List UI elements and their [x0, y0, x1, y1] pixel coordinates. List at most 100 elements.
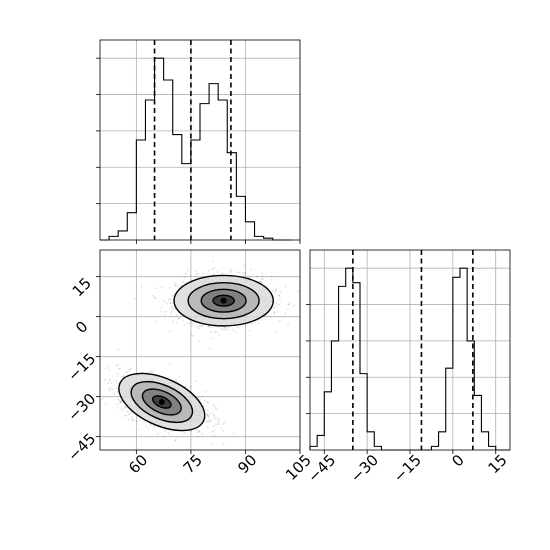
scatter-point: [217, 423, 219, 426]
scatter-point: [218, 334, 221, 336]
scatter-point: [230, 270, 233, 273]
scatter-point: [107, 382, 110, 385]
scatter-point: [207, 402, 209, 404]
marginal-y-quantiles: [352, 250, 474, 450]
scatter-point: [131, 419, 134, 421]
scatter-point: [163, 436, 165, 438]
scatter-point: [147, 427, 150, 430]
scatter-point: [212, 404, 215, 407]
joint-density-contours: [118, 274, 274, 432]
scatter-point: [120, 409, 123, 412]
scatter-point: [261, 272, 264, 274]
joint-panel: 60 75 90 105 150−15−30−45: [64, 249, 315, 484]
scatter-point: [169, 302, 172, 304]
scatter-point: [122, 375, 125, 378]
scatter-point: [97, 373, 99, 375]
y-tick-label: −15: [64, 350, 99, 385]
scatter-point: [279, 291, 282, 294]
scatter-point: [131, 416, 134, 419]
scatter-point: [212, 424, 215, 427]
scatter-point: [276, 311, 279, 313]
scatter-point: [126, 371, 128, 374]
scatter-point: [189, 385, 192, 388]
scatter-point: [169, 298, 172, 300]
scatter-point: [207, 269, 210, 272]
scatter-point: [207, 409, 209, 412]
scatter-point: [190, 321, 193, 324]
scatter-point: [206, 414, 209, 417]
y-tick-label: 15: [69, 274, 95, 300]
scatter-point: [215, 423, 218, 426]
scatter-point: [103, 379, 106, 381]
scatter-point: [175, 283, 177, 285]
scatter-point: [204, 399, 206, 402]
scatter-point: [108, 380, 111, 382]
scatter-point: [201, 396, 203, 398]
scatter-point: [209, 348, 212, 350]
scatter-point: [286, 308, 289, 311]
scatter-point: [183, 324, 186, 327]
scatter-point: [170, 305, 172, 308]
scatter-point: [170, 311, 173, 314]
scatter-point: [274, 289, 277, 292]
scatter-point: [169, 315, 172, 317]
scatter-point: [117, 407, 119, 409]
marginal-x-frame: [99, 39, 301, 241]
density-peak: [158, 399, 165, 405]
scatter-point: [223, 326, 226, 328]
scatter-point: [171, 307, 174, 309]
scatter-point: [196, 325, 199, 328]
scatter-point: [160, 286, 163, 289]
scatter-point: [261, 277, 264, 280]
scatter-point: [192, 335, 195, 337]
scatter-point: [138, 419, 141, 421]
scatter-point: [198, 327, 201, 330]
scatter-point: [271, 278, 273, 281]
scatter-point: [211, 430, 214, 433]
scatter-point: [198, 340, 201, 343]
scatter-point: [279, 298, 281, 301]
scatter-point: [174, 439, 177, 442]
scatter-point: [262, 275, 264, 277]
scatter-point: [258, 280, 261, 282]
scatter-point: [173, 282, 176, 284]
scatter-point: [237, 271, 240, 274]
scatter-point: [229, 268, 232, 271]
scatter-point: [212, 260, 215, 263]
scatter-point: [183, 432, 186, 435]
scatter-point: [213, 415, 216, 417]
scatter-point: [119, 367, 122, 370]
scatter-point: [113, 393, 115, 395]
scatter-point: [273, 311, 276, 313]
marginal-x-histogram: [100, 57, 291, 241]
scatter-point: [119, 401, 122, 404]
scatter-point: [198, 430, 201, 433]
scatter-point: [231, 329, 234, 332]
scatter-point: [221, 272, 224, 275]
scatter-point: [195, 380, 198, 383]
scatter-point: [211, 268, 214, 271]
scatter-point: [123, 375, 126, 377]
scatter-point: [183, 276, 186, 279]
scatter-point: [211, 326, 214, 329]
scatter-point: [186, 322, 189, 325]
scatter-point: [125, 414, 127, 417]
scatter-point: [201, 325, 204, 327]
scatter-point: [208, 326, 211, 329]
scatter-point: [132, 419, 134, 421]
scatter-point: [213, 434, 215, 437]
scatter-point: [249, 329, 251, 332]
scatter-point: [194, 273, 197, 276]
scatter-point: [100, 398, 102, 401]
scatter-point: [208, 325, 211, 328]
scatter-point: [122, 375, 124, 378]
scatter-point: [279, 319, 281, 322]
scatter-point: [215, 417, 217, 419]
joint-y-tick-labels: 15 0 −15 −30 −45: [64, 274, 99, 465]
scatter-point: [124, 406, 126, 408]
scatter-point: [221, 429, 224, 432]
scatter-point: [269, 316, 272, 319]
scatter-point: [137, 428, 140, 431]
scatter-point: [174, 378, 177, 381]
scatter-point: [171, 294, 174, 297]
